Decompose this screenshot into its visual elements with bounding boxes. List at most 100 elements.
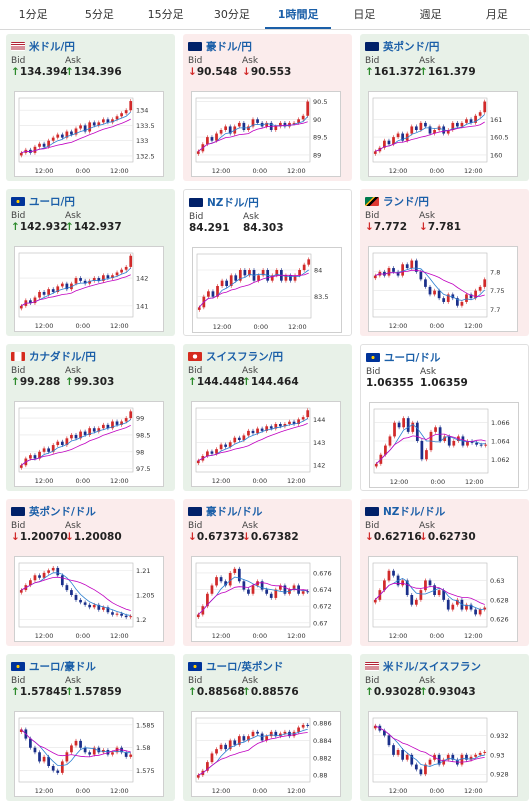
ask-price: 0.88576	[250, 686, 299, 698]
candle	[470, 441, 474, 443]
pair-name[interactable]: 英ポンド/円	[383, 40, 440, 53]
mini-chart[interactable]: 7.8 7.75 7.7 12:00 0:00 12:00	[368, 246, 518, 332]
ask-value: ↑0.88576	[242, 686, 299, 698]
currency-card[interactable]: NZドル/ドル Bid Ask ↓0.62716 ↓0.62730 0.63 0.628 0.…	[360, 499, 529, 646]
mini-chart[interactable]: 99 98.5 98 97.5 12:00 0:00 12:00	[14, 401, 164, 487]
mini-chart[interactable]: 0.676 0.674 0.672 0.67 12:00 0:00 12:00	[191, 556, 341, 642]
currency-card[interactable]: NZドル/円 Bid Ask 84.291 84.303 84 83.5 12:00 0:00 1…	[183, 189, 352, 336]
bid-price: 84.291	[189, 222, 230, 234]
currency-card[interactable]: 豪ドル/円 Bid Ask ↓90.548 ↓90.553 90.5 90 89.5 89 12:…	[183, 34, 352, 181]
mini-chart[interactable]: 161 160.5 160 12:00 0:00 12:00	[368, 91, 518, 177]
candle	[56, 567, 60, 576]
tab-2[interactable]: 15分足	[147, 8, 184, 21]
bid-price: 0.93028	[373, 686, 422, 698]
tab-1[interactable]: 5分足	[84, 8, 114, 21]
pair-name[interactable]: 豪ドル/円	[206, 40, 252, 53]
currency-card[interactable]: 英ポンド/ドル Bid Ask ↓1.20070 ↓1.20080 1.21 1.205 1.…	[6, 499, 175, 646]
candle	[402, 418, 406, 428]
candle	[392, 745, 395, 755]
currency-card[interactable]: 米ドル/スイスフラン Bid Ask ↑0.93028 ↑0.93043 0.932 0.9…	[360, 654, 529, 801]
bid-price: 90.548	[196, 66, 238, 78]
tab-7[interactable]: 月足	[485, 8, 508, 21]
tab-4[interactable]: 1時間足	[265, 0, 332, 29]
currency-card[interactable]: 米ドル/円 Bid Ask ↑134.394 ↑134.396 134 133.5 133 13…	[6, 34, 175, 181]
pair-name[interactable]: カナダドル/円	[29, 350, 96, 363]
candle	[410, 126, 414, 134]
bid-label: Bid	[188, 676, 203, 686]
currency-card[interactable]: ユーロ/英ポンド Bid Ask ↑0.88568 ↑0.88576 0.886 0.884…	[183, 654, 352, 801]
currency-card[interactable]: 豪ドル/ドル Bid Ask ↓0.67373 ↓0.67382 0.676 0.674 0.…	[183, 499, 352, 646]
y-tick-label: 89	[313, 151, 321, 159]
currency-card[interactable]: カナダドル/円 Bid Ask ↑99.288 ↑99.303 99 98.5 98 97.5 1…	[6, 344, 175, 491]
candle	[228, 740, 232, 750]
candle	[29, 149, 32, 153]
candle	[288, 421, 291, 424]
plot-frame	[18, 252, 134, 318]
y-tick-label: 134	[136, 107, 148, 115]
card-header: ランド/円	[365, 193, 524, 209]
pair-name[interactable]: ユーロ/英ポンド	[206, 660, 284, 673]
pair-name[interactable]: スイスフラン/円	[206, 350, 284, 363]
candle	[452, 441, 456, 446]
candle	[265, 736, 269, 741]
mini-chart[interactable]: 84 83.5 12:00 0:00 12:00	[192, 247, 342, 333]
currency-card[interactable]: ユーロ/豪ドル Bid Ask ↑1.57845 ↑1.57859 1.585 1.58 1.…	[6, 654, 175, 801]
arrow-down-icon: ↓	[419, 221, 428, 233]
candle	[215, 577, 218, 586]
candle	[33, 146, 37, 153]
pair-name[interactable]: ユーロ/円	[29, 195, 75, 208]
pair-name[interactable]: 米ドル/円	[29, 40, 75, 53]
mini-chart[interactable]: 0.886 0.884 0.882 0.88 12:00 0:00 12:00	[191, 711, 341, 797]
pair-name[interactable]: ランド/円	[383, 195, 429, 208]
ask-label: Ask	[243, 212, 260, 222]
pair-name[interactable]: ユーロ/豪ドル	[29, 660, 96, 673]
candle	[29, 580, 32, 586]
candle	[410, 595, 414, 605]
candle	[215, 133, 218, 141]
currency-card[interactable]: スイスフラン/円 Bid Ask ↑144.448 ↑144.464 144 143 142 1…	[183, 344, 352, 491]
candle	[242, 122, 246, 130]
currency-card[interactable]: ユーロ/ドル Bid Ask 1.06355 1.06359 1.066 1.064 1.06…	[360, 344, 529, 491]
tab-0[interactable]: 1分足	[18, 8, 48, 21]
mini-chart[interactable]: 90.5 90 89.5 89 12:00 0:00 12:00	[191, 91, 341, 177]
currency-card[interactable]: 英ポンド/円 Bid Ask ↑161.372 ↑161.379 161 160.5 160 1…	[360, 34, 529, 181]
tab-5[interactable]: 日足	[353, 8, 376, 21]
tab-3[interactable]: 30分足	[213, 8, 250, 21]
arrow-up-icon: ↑	[11, 221, 20, 233]
candle	[29, 455, 32, 459]
pair-name[interactable]: NZドル/ドル	[383, 505, 446, 518]
mini-chart[interactable]: 1.585 1.58 1.575 12:00 0:00 12:00	[14, 711, 164, 797]
timeframe-tabs: 1分足 5分足 15分足 30分足 1時間足 日足 週足 月足	[0, 0, 530, 30]
candle	[474, 290, 477, 299]
currency-card[interactable]: ランド/円 Bid Ask ↓7.772 ↓7.781 7.8 7.75 7.7 12:00 0:…	[360, 189, 529, 336]
mini-chart[interactable]: 0.932 0.93 0.928 12:00 0:00 12:00	[368, 711, 518, 797]
pair-name[interactable]: 米ドル/スイスフラン	[383, 660, 482, 673]
candle	[111, 752, 114, 755]
candle	[120, 269, 123, 273]
candle	[19, 152, 23, 156]
candle	[251, 430, 255, 434]
pair-name[interactable]: 豪ドル/ドル	[206, 505, 263, 518]
mini-chart[interactable]: 142 141 12:00 0:00 12:00	[14, 246, 164, 332]
pair-name[interactable]: NZドル/円	[207, 196, 259, 209]
mini-chart[interactable]: 0.63 0.628 0.626 12:00 0:00 12:00	[368, 556, 518, 642]
candle	[270, 275, 274, 281]
candlestick-chart: 144 143 142 12:00 0:00 12:00	[195, 407, 325, 485]
candle	[424, 279, 427, 287]
moving-average-line	[198, 732, 308, 776]
currency-card[interactable]: ユーロ/円 Bid Ask ↑142.932 ↑142.937 142 141 12:00 0:…	[6, 189, 175, 336]
y-tick-label: 144	[313, 416, 325, 424]
candle	[425, 450, 428, 460]
candlestick-chart: 84 83.5 12:00 0:00 12:00	[196, 253, 328, 331]
tab-6[interactable]: 週足	[419, 8, 442, 21]
mini-chart[interactable]: 1.066 1.064 1.062 12:00 0:00 12:00	[369, 402, 519, 488]
pair-name[interactable]: ユーロ/ドル	[384, 351, 441, 364]
flag-icon	[188, 661, 202, 671]
mini-chart[interactable]: 134 133.5 133 132.5 12:00 0:00 12:00	[14, 91, 164, 177]
candle	[19, 590, 23, 593]
candle	[478, 609, 482, 615]
mini-chart[interactable]: 1.21 1.205 1.2 12:00 0:00 12:00	[14, 556, 164, 642]
mini-chart[interactable]: 144 143 142 12:00 0:00 12:00	[191, 401, 341, 487]
candle	[261, 270, 265, 276]
pair-name[interactable]: 英ポンド/ドル	[29, 505, 96, 518]
